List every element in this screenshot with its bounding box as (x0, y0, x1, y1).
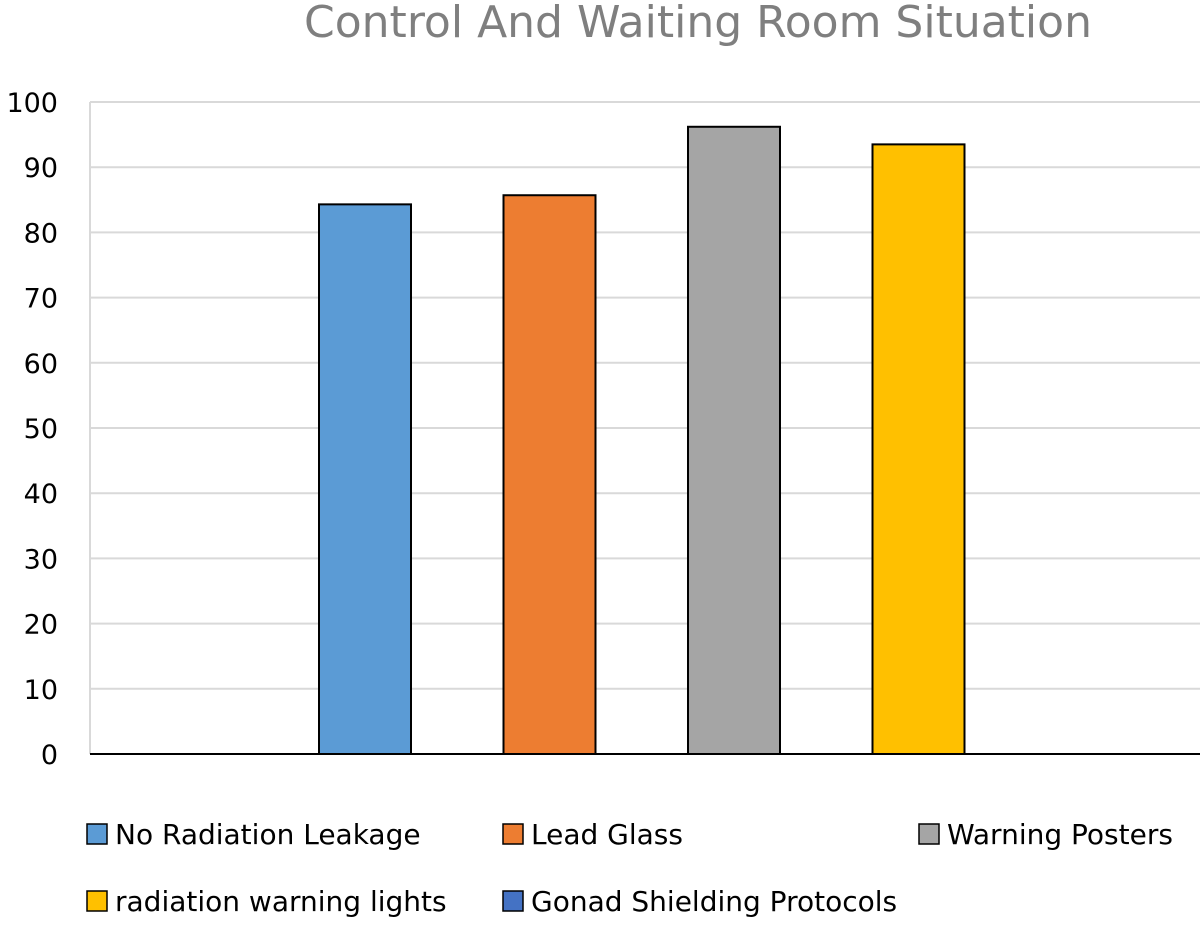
y-tick-label: 80 (24, 218, 58, 249)
bars (318, 125, 966, 755)
legend-swatch (502, 890, 524, 912)
y-tick-label: 100 (6, 88, 58, 119)
bar-lead-glass (502, 194, 597, 755)
y-axis-tick-labels: 0 10 20 30 40 50 60 70 80 90 100 (6, 88, 58, 771)
y-tick-label: 0 (41, 740, 58, 771)
gridlines (89, 101, 1200, 754)
y-tick-label: 70 (24, 284, 58, 315)
legend-swatch (86, 890, 108, 912)
y-tick-label: 10 (24, 675, 58, 706)
y-tick-label: 60 (24, 349, 58, 380)
legend-item: Warning Posters (918, 818, 1173, 851)
legend-swatch (86, 823, 108, 845)
legend-swatch (918, 823, 940, 845)
y-tick-label: 90 (24, 153, 58, 184)
legend: No Radiation Leakage Lead Glass Warning Po… (86, 818, 1173, 918)
bar-no-radiation-leakage (318, 203, 412, 755)
legend-item: No Radiation Leakage (86, 818, 421, 851)
legend-label: radiation warning lights (115, 885, 447, 918)
bar-warning-posters (687, 125, 781, 755)
y-tick-label: 50 (24, 414, 58, 445)
legend-item: Lead Glass (502, 818, 683, 851)
legend-label: Gonad Shielding Protocols (531, 885, 897, 918)
y-tick-label: 20 (24, 610, 58, 641)
bar-radiation-warning-lights (871, 143, 966, 755)
y-tick-label: 40 (24, 479, 58, 510)
legend-item: Gonad Shielding Protocols (502, 885, 897, 918)
legend-swatch (502, 823, 524, 845)
legend-item: radiation warning lights (86, 885, 447, 918)
y-tick-label: 30 (24, 544, 58, 575)
legend-label: No Radiation Leakage (115, 818, 421, 851)
legend-label: Lead Glass (531, 818, 683, 851)
chart-title: Control And Waiting Room Situation (304, 0, 1092, 48)
legend-label: Warning Posters (947, 818, 1173, 851)
